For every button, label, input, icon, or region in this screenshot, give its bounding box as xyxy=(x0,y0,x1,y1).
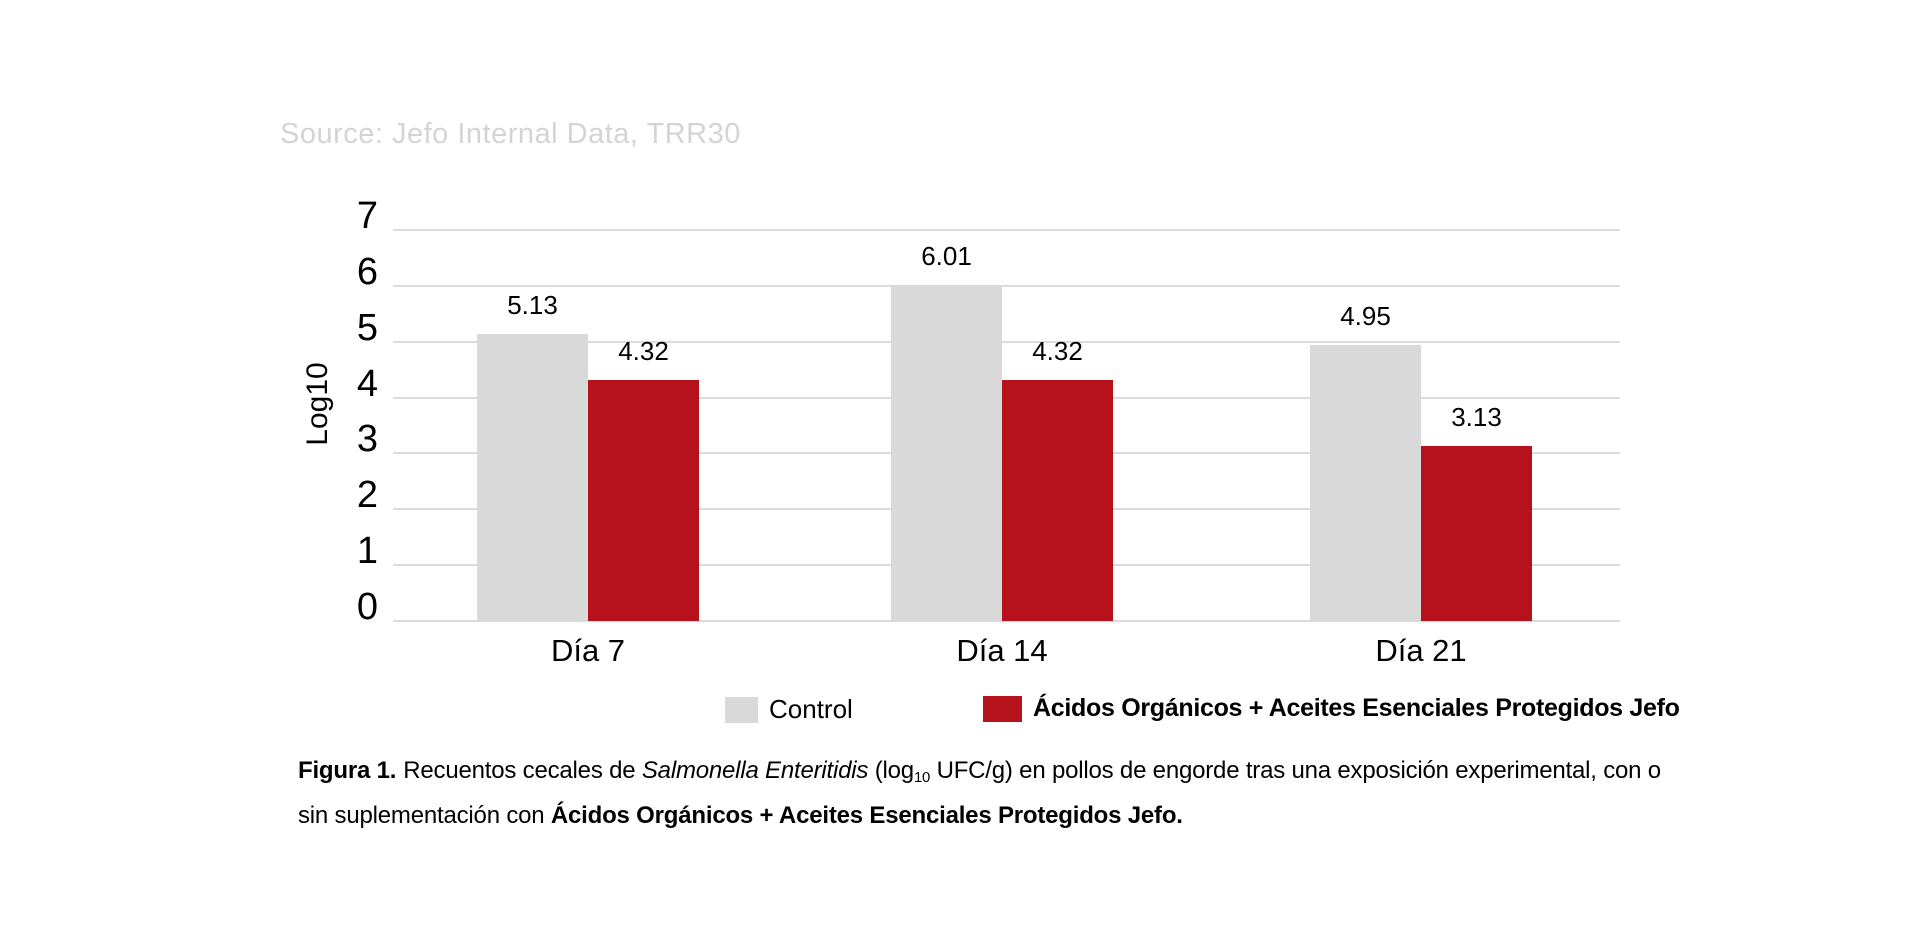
source-note: Source: Jefo Internal Data, TRR30 xyxy=(280,118,741,150)
legend-swatch-treatment xyxy=(983,695,1022,722)
caption-text: Recuentos cecales de xyxy=(403,757,642,784)
bar-value-label: 5.13 xyxy=(507,290,558,321)
gridline xyxy=(393,229,1620,231)
legend-item-control: Control xyxy=(725,694,853,725)
y-tick-label: 0 xyxy=(356,586,378,628)
bar-value-label: 4.32 xyxy=(1032,335,1083,366)
y-axis-title: Log10 xyxy=(301,362,334,446)
bar-control xyxy=(477,334,588,621)
y-tick-label: 4 xyxy=(356,362,378,405)
y-tick-label: 7 xyxy=(356,195,378,237)
y-tick-label: 6 xyxy=(356,250,378,293)
bar-value-label: 6.01 xyxy=(921,241,972,272)
caption-product-bold: Ácidos Orgánicos + Aceites Esenciales Pr… xyxy=(550,802,1183,830)
bar-value-label: 4.32 xyxy=(618,335,669,366)
gridline xyxy=(393,620,1620,622)
legend-label-control: Control xyxy=(769,694,853,724)
caption-line-2: sin suplementación con Ácidos Orgánicos … xyxy=(298,797,1698,834)
bar-value-label: 4.95 xyxy=(1340,300,1391,331)
caption-text: (log xyxy=(868,757,914,784)
legend-item-treatment: Ácidos Orgánicos + Aceites Esenciales Pr… xyxy=(983,694,1680,723)
caption-log-subscript: 10 xyxy=(913,770,931,787)
caption-figure-label: Figura 1. xyxy=(298,757,397,784)
figure-caption: Figura 1. Recuentos cecales de Salmonella… xyxy=(298,752,1698,834)
gridline xyxy=(393,284,1620,287)
bar-value-label: 3.13 xyxy=(1451,402,1502,433)
x-tick-label: Día 21 xyxy=(1375,633,1467,668)
legend-label-treatment: Ácidos Orgánicos + Aceites Esenciales Pr… xyxy=(1033,694,1680,722)
bar-treatment xyxy=(1421,446,1532,621)
gridline xyxy=(393,340,1620,343)
caption-line-1: Figura 1. Recuentos cecales de Salmonella… xyxy=(298,752,1698,797)
y-tick-label: 3 xyxy=(356,418,378,461)
x-tick-label: Día 14 xyxy=(956,633,1048,668)
caption-species-italic: Salmonella Enteritidis xyxy=(641,757,869,784)
caption-text: sin suplementación con xyxy=(298,802,551,830)
bar-treatment xyxy=(1002,379,1113,621)
y-tick-label: 2 xyxy=(356,474,378,517)
x-tick-label: Día 7 xyxy=(550,633,626,668)
bar-chart-plot-area: Log10 0 1 2 3 4 5 6 7 Día 7 5.13 4.32 Día 14 6.01 4.3… xyxy=(301,196,1620,668)
y-tick-label: 5 xyxy=(356,306,378,349)
legend-swatch-control xyxy=(725,696,758,723)
bar-treatment xyxy=(588,379,699,621)
caption-text: UFC/g) en pollos de engorde tras una exp… xyxy=(930,757,1662,784)
bar-control xyxy=(891,285,1002,621)
bar-control xyxy=(1310,344,1421,621)
y-tick-label: 1 xyxy=(356,530,378,573)
